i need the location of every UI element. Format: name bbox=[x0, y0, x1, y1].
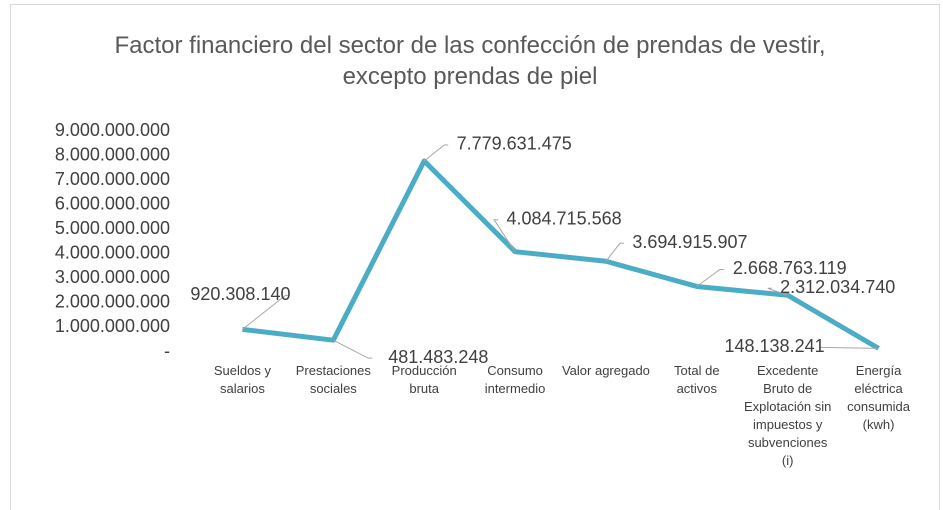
x-tick-label: Sueldos y salarios bbox=[213, 363, 271, 396]
y-tick-label: 3.000.000.000 bbox=[55, 267, 170, 287]
y-tick-label: 7.000.000.000 bbox=[55, 169, 170, 189]
y-tick-label: - bbox=[164, 341, 170, 361]
leader-line bbox=[333, 339, 373, 359]
leader-line bbox=[819, 346, 879, 349]
leader-line bbox=[493, 219, 516, 252]
data-label: 3.694.915.907 bbox=[632, 232, 747, 252]
leader-line bbox=[242, 294, 289, 330]
y-tick-label: 8.000.000.000 bbox=[55, 144, 170, 164]
y-tick-label: 9.000.000.000 bbox=[55, 120, 170, 140]
x-tick-label: Excedente Bruto de Explotación sin impue… bbox=[743, 363, 832, 468]
chart-title: Factor financiero del sector de las conf… bbox=[114, 32, 826, 90]
data-label: 4.084.715.568 bbox=[507, 208, 622, 228]
line bbox=[242, 158, 880, 351]
y-tick-label: 2.000.000.000 bbox=[55, 292, 170, 312]
x-tick-label: Total de activos bbox=[674, 363, 720, 396]
leader-line bbox=[605, 242, 624, 262]
y-tick-label: 4.000.000.000 bbox=[55, 243, 170, 263]
leader-line bbox=[423, 144, 449, 162]
y-tick-label: 1.000.000.000 bbox=[55, 316, 170, 336]
leader-line bbox=[696, 268, 724, 287]
data-label: 2.668.763.119 bbox=[733, 258, 847, 278]
leader-line bbox=[767, 287, 788, 296]
chart-border bbox=[10, 4, 940, 510]
data-label: 920.308.140 bbox=[190, 284, 290, 304]
y-tick-label: 5.000.000.000 bbox=[55, 218, 170, 238]
y-tick-label: 6.000.000.000 bbox=[55, 193, 170, 213]
x-tick-label: Energía eléctrica consumida (kwh) bbox=[847, 363, 910, 432]
data-label: 148.138.241 bbox=[725, 336, 825, 356]
x-tick-label: Valor agregado bbox=[561, 363, 650, 378]
x-tick-label: Prestaciones sociales bbox=[295, 363, 371, 396]
data-label: 7.779.631.475 bbox=[457, 134, 572, 154]
data-label: 481.483.248 bbox=[388, 347, 488, 367]
x-tick-label: Producción bruta bbox=[391, 363, 457, 396]
data-label: 2.312.034.740 bbox=[780, 277, 895, 297]
x-tick-label: Consumo intermedio bbox=[484, 363, 546, 396]
